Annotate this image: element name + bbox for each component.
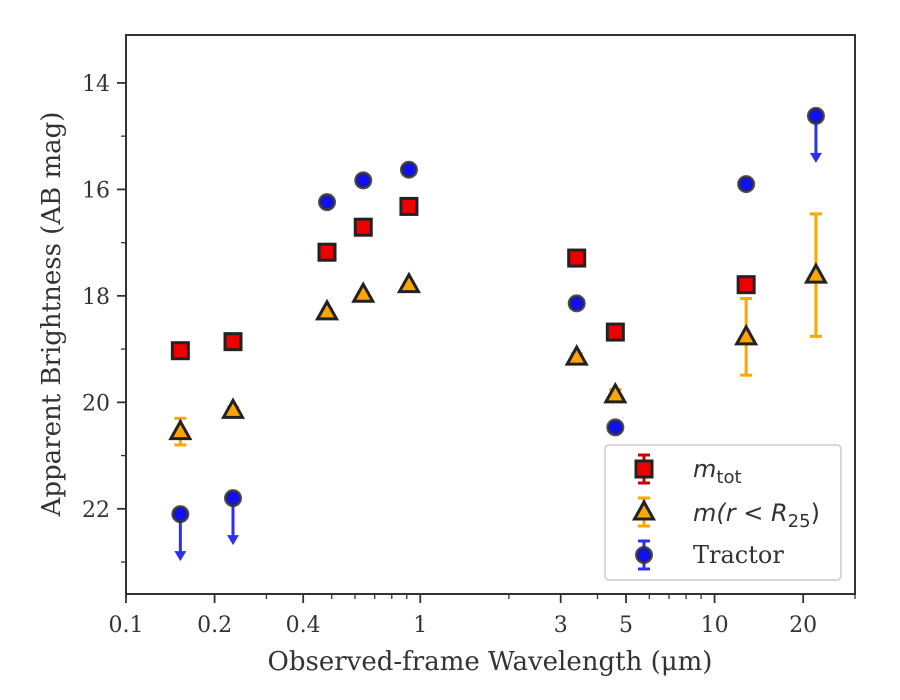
- y-axis-label: Apparent Brightness (AB mag): [37, 112, 67, 518]
- legend: mtot m(r < R25) Tractor: [604, 444, 842, 581]
- square-point: [736, 275, 756, 295]
- legend-square-marker: [634, 459, 654, 479]
- triangle-point: [220, 397, 246, 419]
- x-tick-label: 0.4: [286, 613, 321, 638]
- legend-mr25-sub: 25: [788, 511, 811, 532]
- series-1: [168, 212, 828, 447]
- series-0: [170, 196, 756, 361]
- triangle-point: [351, 281, 376, 303]
- x-tick-label: 5: [619, 613, 633, 638]
- square-point: [567, 248, 587, 268]
- triangle-point: [396, 271, 421, 294]
- x-tick-label: 0.2: [197, 613, 232, 638]
- legend-frame: [604, 444, 842, 581]
- legend-mr25-close: ): [811, 499, 820, 527]
- x-tick-label: 0.1: [109, 613, 144, 638]
- x-tick-label: 10: [701, 613, 729, 638]
- legend-entry-tractor: Tractor: [693, 541, 784, 569]
- y-axis: 14 16 18 20 22: [82, 72, 126, 563]
- y-tick-label: 22: [82, 498, 110, 523]
- x-axis: 0.1 0.2 0.4 1 3 5 10 20: [109, 594, 856, 638]
- plot-frame: [125, 34, 856, 595]
- legend-entry-mr25: m(r < R25): [693, 499, 820, 532]
- square-point: [399, 196, 419, 216]
- series-2: [171, 106, 825, 562]
- x-tick-label: 1: [413, 613, 427, 638]
- circle-point: [354, 171, 373, 190]
- legend-mtot-sub: tot: [716, 467, 741, 488]
- square-point: [317, 242, 337, 262]
- legend-circle-marker: [635, 546, 653, 564]
- triangle-point: [564, 344, 589, 366]
- y-tick-label: 16: [82, 178, 110, 203]
- circle-point: [567, 294, 586, 313]
- circle-point: [399, 160, 418, 179]
- circle-point: [171, 505, 190, 524]
- y-tick-label: 18: [82, 285, 110, 310]
- circle-point: [806, 106, 825, 125]
- upper-limit-arrowhead: [227, 535, 240, 546]
- triangle-point: [314, 298, 340, 321]
- triangle-point: [168, 418, 193, 441]
- y-tick-label: 14: [82, 72, 110, 97]
- circle-point: [224, 489, 243, 508]
- x-tick-label: 3: [554, 613, 568, 638]
- circle-point: [737, 175, 756, 194]
- square-point: [605, 322, 625, 342]
- circle-point: [318, 193, 337, 212]
- circle-point: [606, 418, 625, 437]
- triangle-point: [734, 323, 759, 346]
- triangle-point: [603, 381, 628, 404]
- legend-entry-mtot: mtot: [693, 455, 742, 488]
- square-point: [223, 332, 243, 352]
- data-marks: [168, 106, 828, 562]
- legend-markers: [631, 453, 657, 571]
- upper-limit-arrowhead: [809, 152, 822, 163]
- x-axis-label: Observed-frame Wavelength (μm): [268, 647, 713, 677]
- upper-limit-arrowhead: [174, 551, 187, 562]
- plot-area: 0.1 0.2 0.4 1 3 5 10 20 14 16 18 20 22: [82, 34, 856, 638]
- legend-mtot-main: m: [693, 455, 716, 483]
- x-tick-label: 20: [789, 613, 817, 638]
- triangle-point: [803, 262, 828, 284]
- square-point: [170, 341, 190, 361]
- legend-mr25-main: m(r < R: [693, 499, 788, 527]
- y-tick-label: 20: [82, 391, 110, 416]
- square-point: [353, 217, 373, 237]
- legend-triangle-marker: [631, 498, 657, 521]
